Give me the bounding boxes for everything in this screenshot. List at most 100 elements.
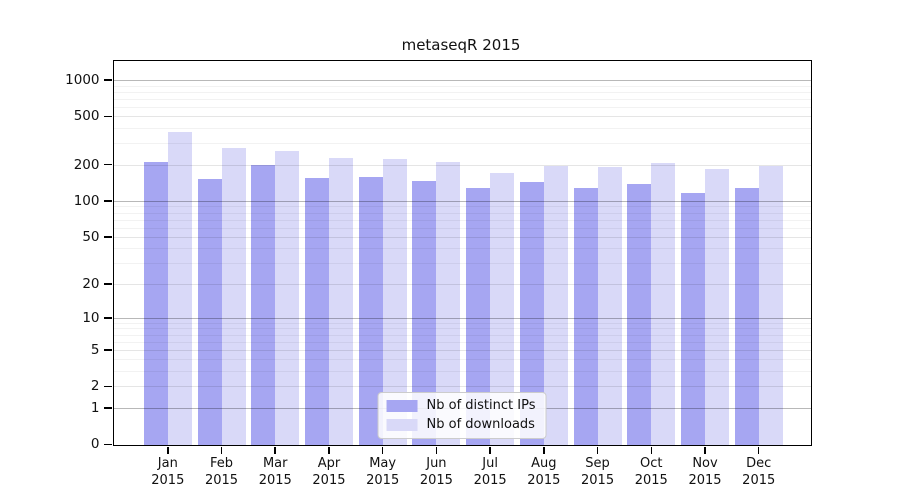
x-tick-apr — [328, 446, 330, 454]
x-label-month: May — [369, 456, 397, 471]
y-tick-label-1000: 1000 — [65, 72, 100, 88]
legend-swatch-distinct-ips — [386, 399, 418, 412]
y-tick-0 — [104, 443, 112, 446]
x-label-month: Dec — [746, 456, 772, 471]
x-label-month: Feb — [210, 456, 234, 471]
x-label-year: 2015 — [204, 473, 239, 488]
y-tick-20 — [104, 283, 112, 285]
x-label-year: 2015 — [634, 473, 668, 488]
x-tick-label-aug: Aug 2015 — [512, 455, 576, 489]
x-tick-label-dec: Dec 2015 — [727, 455, 791, 489]
gridline-7 — [113, 334, 811, 336]
x-tick-may — [381, 446, 384, 454]
plot-area: Nb of distinct IPs Nb of downloads 0 1 2 5 1… — [65, 60, 812, 488]
bar-downloads-oct — [651, 162, 676, 445]
gridline-70 — [113, 219, 811, 221]
bar-distinct-ips-oct — [627, 183, 652, 445]
y-tick-label-200: 200 — [73, 156, 100, 173]
x-label-year: 2015 — [366, 473, 400, 488]
bar-distinct-ips-mar — [251, 165, 276, 445]
x-label-month: Oct — [640, 456, 663, 471]
x-tick-label-sep: Sep 2015 — [566, 455, 630, 489]
y-tick-10 — [104, 317, 112, 319]
y-tick-label-2: 2 — [90, 378, 100, 395]
gridline-6 — [113, 341, 811, 343]
gridline-80 — [113, 212, 811, 214]
x-label-year: 2015 — [312, 473, 346, 488]
gridline-500 — [113, 116, 811, 118]
bar-downloads-feb — [221, 147, 246, 445]
x-tick-jun — [435, 446, 438, 454]
gridline-800 — [113, 91, 811, 93]
x-tick-feb — [220, 446, 223, 454]
x-tick-oct — [650, 446, 653, 454]
y-tick-label-10: 10 — [82, 309, 100, 326]
y-tick-500 — [104, 115, 112, 118]
x-label-year: 2015 — [151, 473, 185, 488]
x-label-month: Aug — [531, 456, 557, 471]
x-label-year: 2015 — [527, 473, 561, 488]
x-tick-jan — [167, 446, 169, 454]
gridline-700 — [113, 98, 811, 100]
gridline-100 — [113, 200, 811, 202]
bar-downloads-aug — [543, 165, 568, 445]
gridline-900 — [113, 85, 811, 87]
legend-item-distinct-ips: Nb of distinct IPs — [386, 398, 536, 413]
x-tick-label-mar: Mar 2015 — [243, 455, 307, 489]
gridline-1000 — [113, 80, 811, 81]
bar-downloads-nov — [705, 169, 729, 445]
x-tick-dec — [757, 446, 760, 454]
legend-item-downloads: Nb of downloads — [386, 417, 536, 432]
gridline-10 — [113, 317, 811, 319]
bar-downloads-dec — [758, 165, 783, 445]
gridline-90 — [113, 206, 811, 208]
x-label-year: 2015 — [473, 473, 507, 488]
y-tick-label-5: 5 — [90, 341, 100, 358]
x-label-month: Apr — [317, 456, 341, 471]
gridline-400 — [113, 128, 811, 130]
chart-title: metaseqR 2015 — [401, 36, 521, 54]
bar-distinct-ips-nov — [681, 192, 705, 445]
x-label-year: 2015 — [419, 473, 453, 488]
gridline-600 — [113, 106, 811, 108]
x-label-month: Jul — [482, 456, 498, 471]
x-tick-mar — [274, 446, 276, 454]
gridline-40 — [113, 248, 811, 250]
x-label-year: 2015 — [581, 473, 615, 488]
bar-distinct-ips-dec — [734, 187, 759, 445]
x-label-month: Jan — [157, 456, 178, 471]
x-tick-label-feb: Feb 2015 — [190, 455, 254, 489]
y-tick-200 — [104, 163, 112, 166]
y-tick-5 — [104, 349, 112, 351]
bar-distinct-ips-jan — [143, 162, 168, 445]
x-tick-jul — [489, 446, 491, 454]
x-label-year: 2015 — [258, 473, 292, 488]
bar-downloads-mar — [275, 151, 300, 445]
legend-label-downloads: Nb of downloads — [426, 417, 535, 432]
x-tick-sep — [596, 446, 599, 454]
x-tick-label-oct: Oct 2015 — [619, 455, 683, 489]
x-tick-label-apr: Apr 2015 — [297, 455, 361, 489]
y-tick-1000 — [104, 79, 112, 81]
y-tick-label-500: 500 — [73, 108, 100, 125]
gridline-50 — [113, 236, 811, 238]
x-tick-label-jan: Jan 2015 — [136, 455, 200, 489]
x-tick-label-nov: Nov 2015 — [673, 455, 737, 489]
gridline-9 — [113, 322, 811, 324]
x-tick-label-jul: Jul 2015 — [458, 455, 522, 489]
x-label-month: Nov — [692, 456, 718, 471]
x-label-year: 2015 — [688, 473, 722, 488]
legend-label-distinct-ips: Nb of distinct IPs — [426, 398, 536, 413]
y-tick-50 — [104, 236, 112, 238]
legend: Nb of distinct IPs Nb of downloads — [377, 392, 547, 439]
gridline-300 — [113, 143, 811, 145]
y-tick-label-20: 20 — [82, 275, 100, 292]
gridline-200 — [113, 164, 811, 166]
bar-downloads-apr — [328, 157, 353, 445]
gridline-60 — [113, 227, 811, 229]
gridline-30 — [113, 263, 811, 265]
gridline-3 — [113, 371, 811, 373]
gridline-4 — [113, 359, 811, 361]
gridline-5 — [113, 349, 811, 351]
